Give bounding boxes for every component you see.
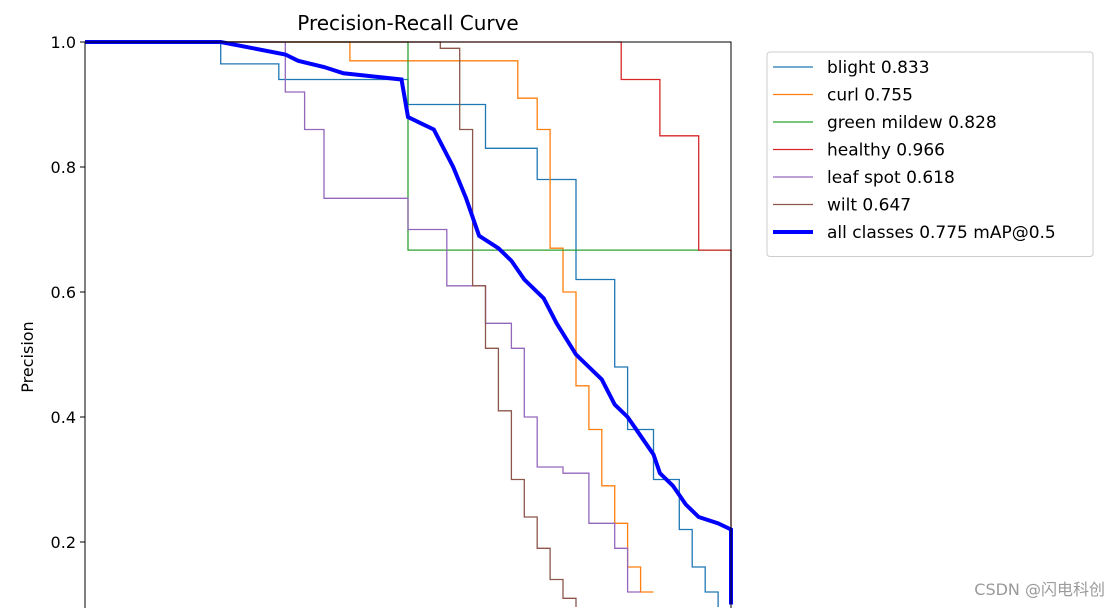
chart-title: Precision-Recall Curve (297, 11, 518, 35)
y-tick-label: 0.4 (51, 408, 76, 427)
series-line-0 (85, 41, 719, 607)
y-tick-label: 0.8 (51, 158, 76, 177)
plot-lines (85, 40, 733, 607)
legend-entry: wilt 0.647 (827, 196, 911, 216)
y-ticks: 0.2 0.4 0.6 0.8 1.0 (51, 33, 85, 552)
series-line-4 (85, 41, 641, 593)
y-axis-label: Precision (18, 321, 37, 392)
series-line-5 (85, 41, 577, 607)
series-line-6 (85, 40, 733, 605)
legend-entry: healthy 0.966 (827, 141, 945, 161)
plot-frame (84, 41, 732, 608)
legend-entry: all classes 0.775 mAP@0.5 (827, 223, 1056, 243)
legend-entry: leaf spot 0.618 (827, 168, 955, 188)
legend: blight 0.833 curl 0.755 green mildew 0.828… (766, 51, 1094, 257)
legend-entry: green mildew 0.828 (827, 113, 997, 133)
y-tick-label: 0.2 (51, 533, 76, 552)
y-tick-label: 0.6 (51, 283, 76, 302)
legend-entry: curl 0.755 (827, 86, 913, 106)
series-line-3 (85, 41, 732, 605)
series-line-1 (85, 41, 654, 593)
legend-entry: blight 0.833 (827, 58, 930, 78)
y-tick-label: 1.0 (51, 33, 76, 52)
legend-box (766, 51, 1094, 257)
watermark: CSDN @闪电科创 (974, 580, 1105, 599)
